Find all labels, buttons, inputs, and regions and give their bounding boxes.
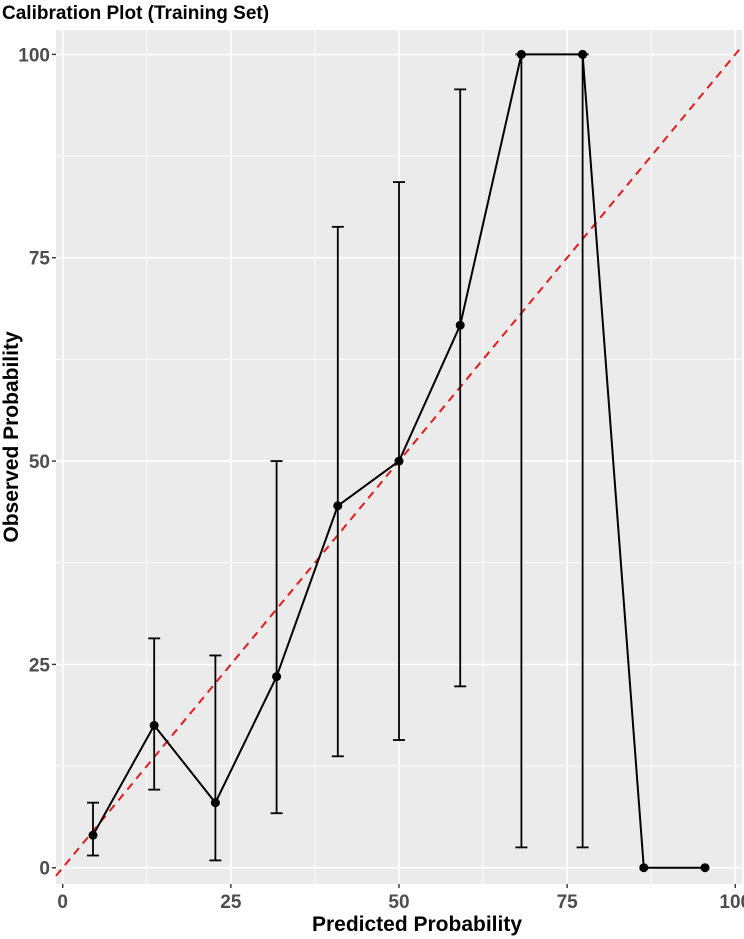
calibration-point xyxy=(272,672,282,682)
calibration-point xyxy=(639,863,649,873)
calibration-point xyxy=(88,830,98,840)
error-bar xyxy=(331,225,344,758)
x-tick-label: 25 xyxy=(220,892,242,913)
y-tick-label: 100 xyxy=(18,45,50,66)
error-bar xyxy=(86,801,99,857)
y-axis-title: Observed Probability xyxy=(0,331,23,543)
calibration-point xyxy=(700,863,710,873)
calibration-points xyxy=(88,49,710,873)
y-tick-label: 25 xyxy=(29,655,51,676)
x-tick-label: 0 xyxy=(57,892,68,913)
error-bar xyxy=(270,460,283,815)
calibration-point xyxy=(455,320,465,330)
error-bar xyxy=(209,654,222,862)
chart-title: Calibration Plot (Training Set) xyxy=(2,3,269,24)
calibration-point xyxy=(333,501,343,511)
x-tick-label: 100 xyxy=(719,892,744,913)
calibration-point xyxy=(149,720,159,730)
y-tick-label: 0 xyxy=(39,859,50,880)
y-tick-label: 50 xyxy=(29,452,50,473)
calibration-point xyxy=(516,49,526,59)
calibration-point xyxy=(394,456,404,466)
error-bar xyxy=(148,637,161,791)
error-bar xyxy=(454,88,467,688)
axis-ticks: 0 25 50 75 100 0 25 50 75 100 xyxy=(18,45,744,913)
y-tick-label: 75 xyxy=(29,249,51,270)
calibration-point xyxy=(578,49,588,59)
x-axis-title: Predicted Probability xyxy=(312,913,522,936)
x-tick-label: 50 xyxy=(388,892,409,913)
x-tick-label: 75 xyxy=(557,892,579,913)
calibration-point xyxy=(210,798,220,808)
